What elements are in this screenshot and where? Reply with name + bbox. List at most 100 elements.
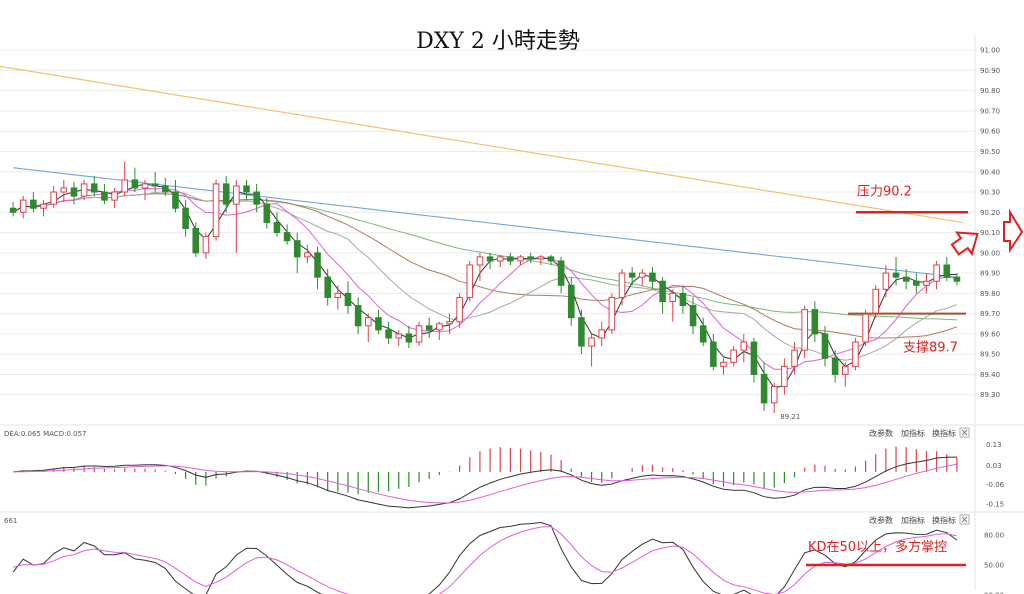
- candle-body: [831, 357, 839, 375]
- macd-y-axis: 0.13 0.03 -0.06 -0.15: [986, 441, 1005, 509]
- macd-switch-indicator-button[interactable]: 换指标: [932, 428, 956, 438]
- candle-body: [781, 365, 788, 388]
- candle-body: [943, 264, 951, 278]
- candle-body: [527, 256, 534, 260]
- candle-body: [354, 305, 362, 327]
- y-tick-label: 0.13: [986, 441, 1002, 449]
- candle-body: [243, 185, 250, 193]
- candle-body: [19, 199, 27, 213]
- candle-body: [862, 313, 869, 343]
- candle-body: [273, 221, 281, 234]
- candle-body: [882, 272, 890, 290]
- candle-body: [639, 272, 646, 278]
- y-tick-label: 90.50: [980, 148, 1000, 156]
- y-tick-label: 90.10: [980, 229, 1000, 237]
- candle-body: [679, 292, 687, 307]
- support-label: 支撑89.7: [903, 341, 958, 356]
- candle-body: [293, 240, 301, 258]
- y-tick-label: -0.15: [986, 500, 1004, 508]
- candle-body: [649, 272, 656, 282]
- y-tick-label: 50.00: [984, 562, 1004, 570]
- close-icon[interactable]: [959, 514, 970, 525]
- candle-body: [710, 341, 717, 367]
- macd-add-indicator-button[interactable]: 加指标: [901, 428, 925, 438]
- candle-body: [567, 284, 575, 319]
- candle-body: [324, 276, 331, 298]
- macd-header: DEA:0.065 MACD:0.057: [4, 430, 86, 438]
- arrow-right-icon: [950, 208, 1024, 257]
- y-tick-label: 20.00: [984, 592, 1004, 594]
- macd-lines: [13, 456, 957, 509]
- candle-body: [659, 280, 666, 302]
- candle-body: [801, 309, 808, 351]
- y-tick-label: 89.40: [980, 371, 1000, 379]
- candle-body: [476, 256, 484, 266]
- main-y-axis: 91.00 90.90 90.80 90.70 90.60 90.50 90.40 90.30…: [980, 47, 1000, 400]
- candle-body: [841, 365, 849, 375]
- kd-y-axis: 80.00 50.00 20.00: [984, 532, 1004, 594]
- candle-body: [121, 179, 129, 193]
- y-tick-label: -0.06: [986, 481, 1005, 489]
- kd-switch-indicator-button[interactable]: 换指标: [932, 515, 956, 525]
- candle-body: [872, 288, 880, 315]
- close-icon[interactable]: [959, 427, 970, 438]
- candle-body: [212, 183, 220, 238]
- candle-body: [415, 325, 423, 343]
- candle-body: [466, 264, 474, 298]
- candle-body: [669, 292, 677, 302]
- kd-add-indicator-button[interactable]: 加指标: [901, 515, 925, 525]
- candle-body: [283, 232, 291, 242]
- ma-pink-line: [12, 188, 957, 370]
- candle-body: [618, 272, 626, 298]
- candle-body: [557, 260, 565, 286]
- candle-body: [304, 252, 311, 258]
- ma-mid-line: [13, 167, 957, 278]
- candle-body: [770, 386, 778, 404]
- candle-body: [892, 272, 900, 278]
- macd-edit-params-button[interactable]: 改参数: [869, 428, 893, 438]
- y-tick-label: 90.60: [980, 128, 1000, 136]
- candle-body: [598, 329, 606, 339]
- candle-body: [628, 272, 636, 278]
- y-tick-label: 80.00: [984, 532, 1004, 540]
- kd-annotation: KD在50以上，多方掌控: [808, 539, 947, 555]
- candle-body: [263, 203, 271, 223]
- candle-body: [141, 183, 149, 189]
- candle-body: [162, 185, 169, 193]
- candle-body: [913, 280, 920, 286]
- candlesticks: [9, 161, 961, 413]
- y-tick-label: 89.80: [980, 290, 1000, 298]
- candle-body: [385, 329, 392, 339]
- ma-brown-line: [12, 193, 958, 339]
- y-tick-label: 90.00: [980, 249, 1000, 257]
- main-panel: 91.00 90.90 90.80 90.70 90.60 90.50 90.40 90.30…: [0, 35, 1024, 590]
- candle-body: [425, 325, 433, 331]
- candle-body: [111, 191, 118, 201]
- candle-body: [395, 333, 403, 339]
- macd-histogram: [22, 446, 958, 495]
- candle-body: [923, 280, 930, 286]
- candle-body: [517, 256, 524, 262]
- candle-body: [933, 264, 940, 282]
- low-price-label: 89.21: [780, 413, 800, 421]
- candle-body: [699, 325, 707, 343]
- candle-body: [253, 191, 260, 205]
- candle-body: [405, 333, 413, 343]
- candle-body: [101, 191, 108, 201]
- candle-body: [902, 276, 910, 282]
- candle-body: [182, 207, 189, 230]
- candle-body: [456, 296, 463, 323]
- candle-body: [172, 191, 179, 209]
- macd-panel: DEA:0.065 MACD:0.057 改参数 加指标 换指标 0.13 0.0…: [0, 424, 1024, 509]
- y-tick-label: 90.30: [980, 189, 1000, 197]
- y-tick-label: 90.70: [980, 107, 1000, 115]
- candle-body: [90, 183, 98, 193]
- ma-long-line: [0, 65, 963, 224]
- moving-averages: [0, 65, 963, 389]
- kd-edit-params-button[interactable]: 改参数: [869, 515, 893, 525]
- y-tick-label: 90.40: [980, 168, 1000, 176]
- candle-body: [689, 305, 697, 327]
- kd-panel: 661 改参数 加指标 换指标 80.00 50.00 20.00 KD在50以上，…: [0, 511, 1024, 594]
- candle-body: [496, 256, 504, 262]
